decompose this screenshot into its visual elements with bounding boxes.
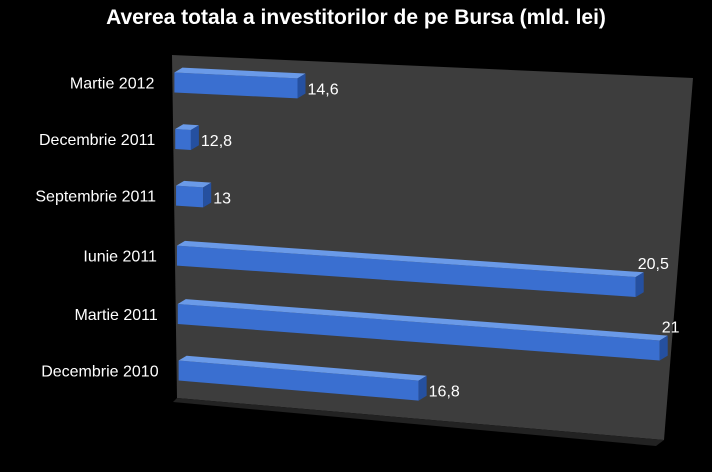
- bar-side: [203, 182, 212, 208]
- value-label: 13: [213, 190, 231, 207]
- bar: [174, 72, 298, 99]
- bar: [176, 245, 636, 298]
- bar-top: [176, 240, 644, 278]
- category-labels: Martie 2012 Decembrie 2011 Septembrie 2011…: [35, 75, 158, 380]
- value-label: 20,5: [638, 256, 669, 273]
- bar-side: [297, 73, 306, 99]
- value-label: 12,8: [201, 133, 232, 150]
- bar-side: [659, 335, 668, 361]
- bars-group: [174, 67, 668, 401]
- bar: [178, 360, 419, 401]
- category-label: Decembrie 2010: [41, 364, 159, 381]
- category-label: Martie 2011: [74, 307, 157, 324]
- chart-floor: [173, 398, 664, 446]
- category-label: Septembrie 2011: [35, 189, 156, 206]
- bar-top: [177, 299, 668, 341]
- bar-top: [178, 355, 427, 381]
- category-label: Iunie 2011: [83, 249, 157, 266]
- bar: [175, 129, 191, 150]
- bar-top: [176, 180, 212, 188]
- chart-title: Averea totala a investitorilor de pe Bur…: [106, 6, 606, 29]
- category-label: Decembrie 2011: [39, 132, 155, 149]
- bar-top: [175, 124, 199, 130]
- value-labels: 14,6 12,8 13 20,5 21 16,8: [201, 81, 680, 400]
- bar: [176, 185, 204, 208]
- bar-top: [174, 67, 306, 79]
- bar-side: [418, 375, 427, 401]
- value-label: 14,6: [308, 81, 339, 98]
- value-label: 16,8: [429, 384, 460, 401]
- bar: [177, 303, 660, 361]
- bar-side: [190, 125, 199, 150]
- category-label: Martie 2012: [70, 75, 155, 92]
- bar-side: [635, 272, 644, 298]
- value-label: 21: [662, 319, 680, 336]
